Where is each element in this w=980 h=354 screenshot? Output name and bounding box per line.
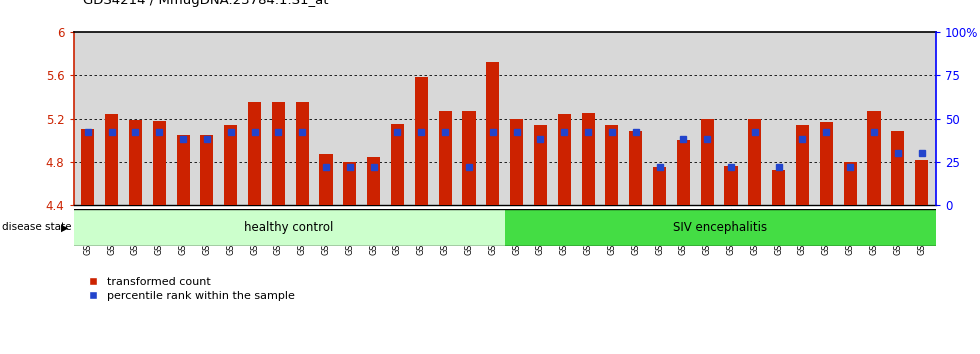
Bar — [200, 135, 214, 205]
Bar — [224, 125, 237, 205]
Bar — [391, 124, 404, 205]
Bar — [724, 166, 738, 205]
Bar — [271, 102, 285, 205]
Bar — [176, 135, 190, 205]
Bar — [368, 156, 380, 205]
Bar — [772, 170, 785, 205]
Bar — [891, 131, 905, 205]
Bar — [749, 119, 761, 205]
Bar — [105, 114, 119, 205]
Bar — [248, 102, 261, 205]
Bar — [129, 120, 142, 205]
Bar — [581, 113, 595, 205]
Text: disease state: disease state — [2, 222, 72, 233]
Bar — [629, 131, 642, 205]
Bar — [74, 209, 505, 246]
Bar — [796, 125, 809, 205]
Bar — [534, 125, 547, 205]
Text: healthy control: healthy control — [244, 221, 334, 234]
Legend: transformed count, percentile rank within the sample: transformed count, percentile rank withi… — [89, 277, 295, 301]
Bar — [653, 167, 666, 205]
Text: ▶: ▶ — [61, 222, 69, 233]
Bar — [153, 121, 166, 205]
Bar — [606, 125, 618, 205]
Bar — [439, 111, 452, 205]
Bar — [319, 154, 332, 205]
Bar — [701, 119, 713, 205]
Bar — [915, 160, 928, 205]
Bar — [343, 162, 357, 205]
Text: SIV encephalitis: SIV encephalitis — [673, 221, 767, 234]
Bar — [415, 78, 428, 205]
Bar — [819, 122, 833, 205]
Bar — [844, 162, 857, 205]
Bar — [486, 62, 500, 205]
Bar — [463, 111, 475, 205]
Bar — [677, 140, 690, 205]
Text: GDS4214 / MmugDNA.23784.1.S1_at: GDS4214 / MmugDNA.23784.1.S1_at — [83, 0, 329, 7]
Bar — [510, 119, 523, 205]
Bar — [558, 114, 570, 205]
Bar — [81, 130, 94, 205]
Bar — [296, 102, 309, 205]
Bar — [505, 209, 936, 246]
Bar — [867, 111, 880, 205]
